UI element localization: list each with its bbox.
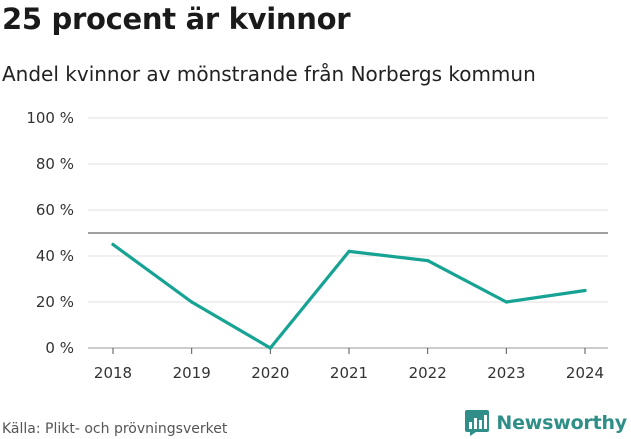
x-tick-label: 2021 [330,364,368,382]
x-tick-label: 2022 [409,364,447,382]
y-tick-label: 100 % [26,109,74,127]
x-tick-label: 2020 [251,364,289,382]
data-point [426,259,430,263]
data-point [111,242,115,247]
data-point [190,300,194,304]
chart-title: 25 procent är kvinnor [2,2,351,36]
y-tick-label: 60 % [36,201,74,219]
bar-chart-icon [465,410,490,436]
newsworthy-logo[interactable]: Newsworthy [464,409,627,437]
y-tick-label: 80 % [36,155,74,173]
y-tick-label: 20 % [36,293,74,311]
source-note: Källa: Plikt- och prövningsverket [2,421,228,437]
data-point [347,249,351,253]
y-tick-label: 0 % [45,339,74,357]
line-chart: 0 % 20 % 40 % 60 % 80 % 100 % 2018 2019 2020 2021… [26,109,608,382]
x-tick-label: 2023 [487,364,525,382]
chart-subtitle: Andel kvinnor av mönstrande från Norberg… [2,62,536,86]
y-tick-label: 40 % [36,247,74,265]
series-line [111,242,587,350]
data-point [504,300,508,304]
x-tick-label: 2019 [173,364,211,382]
brand-name: Newsworthy [496,412,627,434]
data-point [268,346,272,350]
x-tick-label: 2018 [94,364,132,382]
data-point [583,288,587,293]
x-tick-label: 2024 [566,364,604,382]
